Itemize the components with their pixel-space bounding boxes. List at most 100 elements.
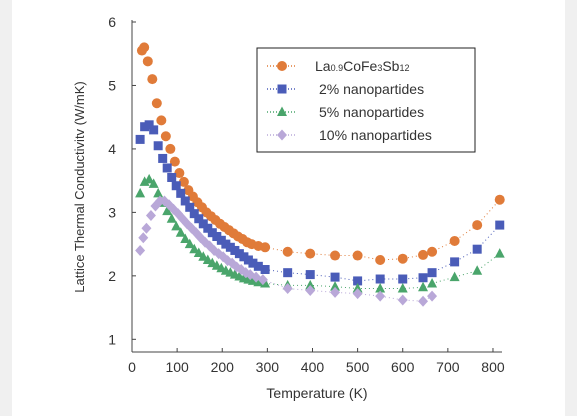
series-4 — [135, 195, 438, 307]
data-point — [352, 283, 363, 293]
y-tick-label: 4 — [108, 141, 116, 157]
data-point — [260, 277, 271, 288]
data-point — [495, 220, 505, 230]
legend-marker — [277, 84, 287, 94]
data-point — [184, 238, 195, 249]
y-tick-label: 2 — [108, 268, 116, 284]
legend: La0.9CoFe3Sb12 2% nanopartides 5% nanopart… — [256, 47, 476, 153]
data-point — [167, 172, 177, 182]
legend-entry: La0.9CoFe3Sb12 — [267, 58, 409, 74]
data-point — [135, 187, 146, 198]
data-point — [248, 258, 258, 268]
data-point — [141, 222, 152, 234]
data-point — [225, 242, 235, 252]
data-point — [260, 242, 271, 253]
legend-marker — [277, 106, 287, 116]
data-point — [494, 248, 505, 258]
data-point — [472, 265, 483, 275]
legend-entry: 2% nanopartides — [267, 81, 424, 97]
data-point — [230, 245, 240, 255]
data-point — [171, 181, 181, 191]
y-tick-label: 5 — [108, 77, 116, 93]
data-point — [176, 188, 186, 198]
data-point — [352, 250, 363, 261]
x-tick-label: 400 — [301, 359, 325, 375]
data-point — [194, 214, 204, 224]
data-point — [149, 125, 159, 135]
data-point — [418, 273, 428, 283]
data-point — [375, 283, 386, 293]
data-point — [216, 235, 226, 245]
data-point — [239, 252, 249, 262]
data-point — [427, 290, 438, 302]
data-point — [135, 244, 146, 256]
data-point — [397, 294, 408, 306]
y-tick-label: 1 — [108, 331, 116, 347]
data-point — [305, 270, 315, 280]
data-point — [449, 235, 460, 246]
data-point — [260, 265, 270, 274]
plot-area: 0 100 200 300 400 500 600 700 800 1 2 3 4 5 6 — [108, 14, 505, 375]
data-point — [251, 271, 262, 283]
data-point — [153, 187, 164, 198]
data-point — [330, 272, 340, 282]
data-point — [147, 74, 158, 85]
legend-marker — [277, 61, 287, 71]
data-point — [234, 249, 244, 259]
series-connector — [265, 199, 501, 261]
data-point — [472, 220, 483, 231]
data-point — [305, 248, 316, 259]
data-point — [257, 274, 268, 286]
data-point — [166, 213, 177, 223]
data-point — [352, 288, 363, 300]
x-tick-label: 0 — [128, 359, 136, 375]
legend-label: 5% nanopartides — [319, 104, 424, 120]
y-tick-label: 6 — [108, 14, 116, 30]
data-point — [418, 295, 429, 307]
data-point — [450, 257, 460, 267]
legend-label: 2% nanopartides — [319, 81, 424, 97]
data-point — [283, 268, 293, 278]
data-point — [282, 246, 293, 257]
data-point — [169, 156, 180, 167]
axis-ticks: 0 100 200 300 400 500 600 700 800 1 2 3 4 5 6 — [108, 14, 505, 375]
data-point — [185, 202, 195, 212]
data-point — [375, 254, 386, 265]
data-point — [175, 227, 186, 237]
data-point — [189, 209, 199, 219]
data-point — [139, 176, 150, 186]
x-tick-label: 800 — [481, 359, 505, 375]
data-point — [398, 274, 408, 284]
data-point — [160, 131, 171, 142]
data-point — [158, 153, 168, 163]
data-point — [375, 290, 386, 302]
data-point — [330, 286, 341, 298]
x-tick-label: 600 — [391, 359, 415, 375]
y-tick-label: 3 — [108, 204, 116, 220]
data-point — [305, 279, 316, 290]
data-point — [330, 281, 341, 291]
legend-entry: 10% nanopartides — [267, 127, 432, 143]
data-point — [253, 276, 264, 287]
data-point — [174, 168, 185, 179]
x-tick-label: 200 — [211, 359, 235, 375]
data-point — [165, 143, 176, 154]
data-point — [145, 210, 156, 222]
data-point — [148, 178, 159, 188]
data-point — [203, 223, 213, 233]
data-point — [156, 115, 167, 126]
legend-box — [256, 47, 476, 153]
data-point — [243, 255, 253, 265]
y-axis-label: Lattice Thermal Conductivitv (W/mK) — [72, 81, 87, 292]
data-point — [162, 205, 173, 216]
data-point — [427, 277, 438, 288]
data-point — [153, 141, 163, 151]
data-point — [144, 173, 155, 184]
data-point — [151, 98, 162, 109]
data-point — [427, 246, 438, 257]
chart-frame: 0 100 200 300 400 500 600 700 800 1 2 3 4 5 6 Temperat… — [12, 0, 565, 416]
data-point — [142, 56, 153, 67]
series-2 — [135, 120, 505, 286]
data-point — [353, 276, 363, 286]
x-axis-label: Temperature (K) — [266, 385, 367, 401]
